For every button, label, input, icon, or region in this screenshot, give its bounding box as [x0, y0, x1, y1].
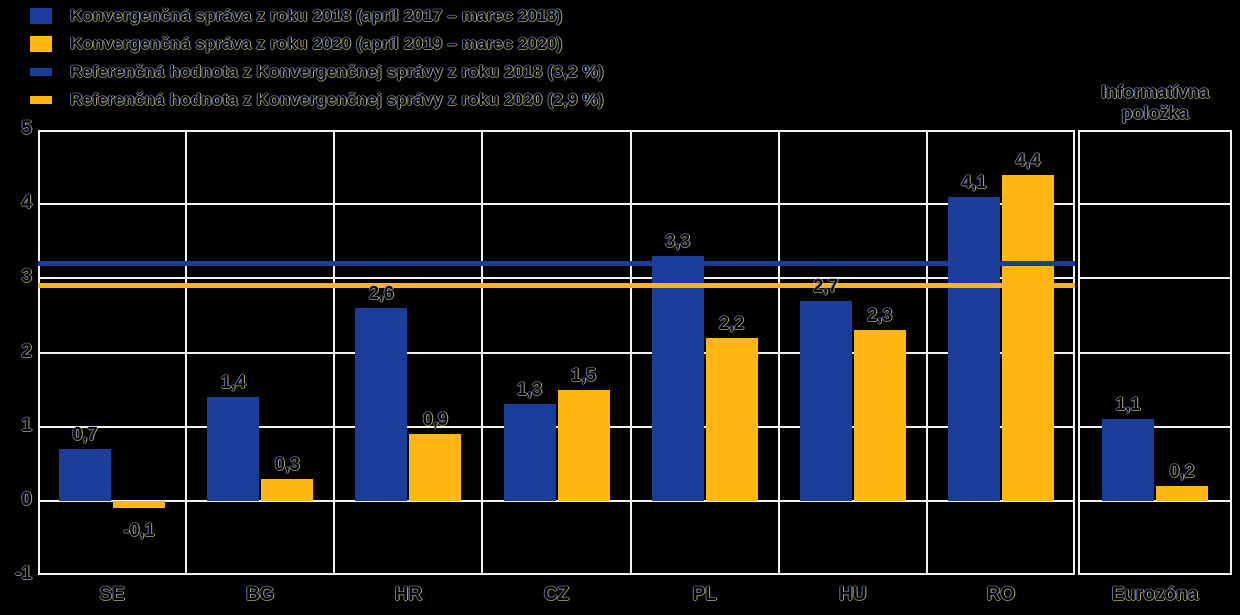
bar-2018-HR — [355, 308, 408, 501]
gridline-h — [38, 203, 1075, 206]
gridline-v — [629, 130, 632, 575]
bar-value-label: 1,1 — [1115, 394, 1141, 415]
bar-2020-HU — [853, 330, 906, 501]
x-category-label: CZ — [543, 584, 570, 605]
legend-swatch-refline-2018 — [30, 68, 52, 76]
y-tick-label: 2 — [21, 340, 32, 362]
y-tick-label: 4 — [21, 192, 32, 214]
legend-item-label: Referenčná hodnota z Konvergenčnej správ… — [70, 90, 604, 109]
legend-item-label: Referenčná hodnota z Konvergenčnej správ… — [70, 62, 604, 81]
gridline-h — [1078, 277, 1232, 280]
bar-2018-eurozona — [1102, 419, 1154, 501]
bar-value-label: 0,7 — [72, 423, 98, 444]
info-panel-title: Informatívna položka — [1100, 82, 1210, 123]
x-category-label: HU — [839, 584, 867, 605]
y-tick-label: 3 — [21, 266, 32, 288]
bar-2018-SE — [59, 448, 112, 501]
gridline-h — [1078, 499, 1232, 502]
bar-value-label: 4,4 — [1015, 149, 1041, 170]
bar-value-label: 4,1 — [961, 171, 987, 192]
bar-2020-SE — [113, 500, 166, 509]
bar-2020-RO — [1001, 174, 1054, 501]
x-category-label: Eurozóna — [1111, 584, 1199, 605]
bar-value-label: 2,2 — [719, 312, 745, 333]
bar-value-label: 2,3 — [867, 305, 893, 326]
x-category-label: BG — [245, 584, 275, 605]
gridline-v — [481, 130, 484, 575]
bar-2018-RO — [947, 196, 1000, 501]
gridline-v — [777, 130, 780, 575]
gridline-h — [1078, 425, 1232, 428]
bar-value-label: 0,9 — [422, 409, 448, 430]
bar-value-label: 3,3 — [665, 231, 691, 252]
bar-2020-PL — [705, 337, 758, 501]
bar-value-label: 0,3 — [274, 453, 300, 474]
x-category-label: SE — [99, 584, 125, 605]
gridline-h — [38, 499, 1075, 502]
legend-swatch-refline-2020 — [30, 96, 52, 104]
bar-2018-BG — [207, 397, 260, 501]
reference-line-2020 — [38, 283, 1075, 289]
bar-value-label: 1,4 — [220, 372, 246, 392]
bar-2020-eurozona — [1156, 486, 1208, 501]
y-tick-label: 5 — [21, 118, 32, 139]
gridline-h — [1078, 203, 1232, 206]
bar-value-label: 2,6 — [368, 283, 394, 303]
legend: Konvergenčná správa z roku 2018 (apríl 2… — [30, 5, 604, 117]
legend-swatch-report-2018 — [30, 8, 52, 24]
bar-value-label: -0,1 — [123, 520, 155, 541]
legend-swatch-report-2020 — [30, 36, 52, 52]
x-category-label: PL — [692, 584, 717, 605]
bar-2018-PL — [651, 256, 704, 501]
bar-2018-HU — [799, 300, 852, 501]
x-category-label: RO — [986, 584, 1016, 605]
bar-2020-CZ — [557, 389, 610, 501]
gridline-h — [38, 425, 1075, 428]
gridline-h — [1078, 351, 1232, 354]
x-category-label: HR — [394, 584, 423, 605]
bar-value-label: 2,7 — [813, 275, 839, 296]
gridline-v — [333, 130, 336, 575]
gridline-h — [38, 277, 1075, 280]
legend-item-label: Konvergenčná správa z roku 2020 (apríl 2… — [70, 34, 563, 53]
y-tick-label: 1 — [21, 414, 32, 436]
gridline-v — [185, 130, 188, 575]
gridline-h — [38, 351, 1075, 354]
y-tick-label: -1 — [15, 563, 32, 584]
bar-2020-BG — [261, 478, 314, 501]
legend-item: Referenčná hodnota z Konvergenčnej správ… — [30, 61, 604, 83]
bar-2020-HR — [409, 434, 462, 501]
bar-value-label: 1,3 — [516, 379, 543, 400]
legend-item: Konvergenčná správa z roku 2020 (apríl 2… — [30, 33, 604, 55]
gridline-v — [925, 130, 928, 575]
legend-item: Konvergenčná správa z roku 2018 (apríl 2… — [30, 5, 604, 27]
legend-item: Referenčná hodnota z Konvergenčnej správ… — [30, 89, 604, 111]
legend-item-label: Konvergenčná správa z roku 2018 (apríl 2… — [70, 6, 563, 25]
y-tick-label: 0 — [21, 488, 32, 510]
bar-value-label: 0,2 — [1169, 461, 1195, 481]
bar-2018-CZ — [503, 404, 556, 501]
bar-value-label: 1,5 — [570, 364, 597, 385]
reference-line-2018 — [38, 261, 1075, 266]
